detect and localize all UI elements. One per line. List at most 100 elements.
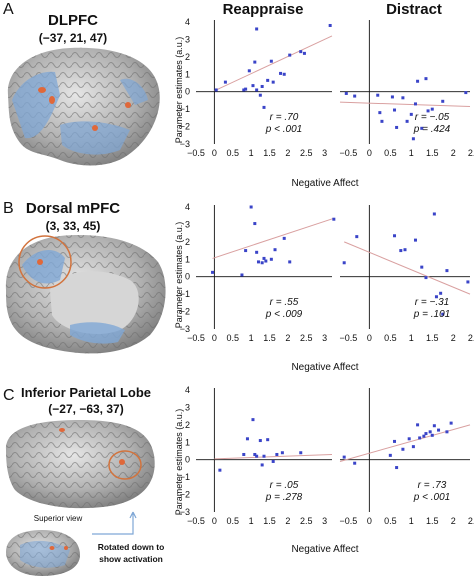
superior-view-label: Superior view <box>34 514 83 523</box>
data-point <box>411 137 415 141</box>
x-tick-label: 2.5 <box>468 148 474 158</box>
correlation-r: r = .73 <box>418 480 447 491</box>
data-point <box>256 260 260 264</box>
x-tick-label: 0.5 <box>384 333 397 343</box>
regression-line <box>214 35 333 92</box>
x-axis-label: Negative Affect <box>291 544 358 555</box>
panel-letter: B <box>3 200 14 217</box>
correlation-r: r = .05 <box>270 480 299 491</box>
data-point <box>430 107 434 111</box>
data-point <box>299 451 303 455</box>
data-point <box>342 455 346 459</box>
data-point <box>413 102 417 106</box>
data-point <box>416 423 420 427</box>
data-point <box>223 80 227 84</box>
panel-b: B Dorsal mPFC (3, 33, 45) Parameter esti… <box>3 200 359 373</box>
data-point <box>393 439 397 443</box>
x-tick-label: 0 <box>367 148 372 158</box>
data-point <box>260 261 264 265</box>
data-point <box>269 59 273 63</box>
data-point <box>420 265 424 269</box>
data-point <box>409 112 413 116</box>
brain-superior-image <box>5 420 155 509</box>
regression-line <box>212 217 334 259</box>
y-tick-label: −2 <box>180 307 190 317</box>
y-tick-label: 1 <box>185 254 190 264</box>
x-tick-label: 2.5 <box>300 516 313 526</box>
data-point <box>432 424 436 428</box>
data-point <box>466 280 470 284</box>
data-point <box>413 238 417 242</box>
data-point <box>262 454 266 458</box>
data-point <box>255 250 259 254</box>
x-tick-label: 2 <box>451 148 456 158</box>
data-point <box>244 249 248 253</box>
data-point <box>464 91 468 95</box>
y-tick-label: 4 <box>185 17 190 27</box>
region-coords: (−37, 21, 47) <box>39 31 107 45</box>
data-point <box>249 205 253 209</box>
rotation-arrow <box>92 511 137 535</box>
panel-letter: C <box>3 387 15 404</box>
data-point <box>342 261 346 265</box>
region-title: Inferior Parietal Lobe <box>21 385 151 400</box>
data-point <box>353 461 357 465</box>
data-point <box>302 51 306 55</box>
correlation-p: p = .278 <box>265 492 303 503</box>
y-tick-label: −1 <box>180 289 190 299</box>
data-point <box>401 447 405 451</box>
data-point <box>432 212 436 216</box>
x-tick-label: 0.5 <box>226 148 239 158</box>
data-point <box>258 439 262 443</box>
scatter-b-distract: −0.5 0 0.5 1 1.5 2 2.5 r = −.31p = .101 <box>339 205 474 343</box>
data-point <box>269 257 273 261</box>
data-point <box>264 259 268 263</box>
data-point <box>439 291 443 295</box>
data-point <box>240 273 244 277</box>
data-point <box>420 126 424 130</box>
rotated-note-line2: show activation <box>99 554 163 564</box>
y-tick-label: 2 <box>185 52 190 62</box>
data-point <box>428 430 432 434</box>
data-point <box>390 95 394 99</box>
x-tick-label: 1.5 <box>263 333 276 343</box>
data-point <box>271 459 275 463</box>
x-tick-label: −0.5 <box>187 148 205 158</box>
data-point <box>380 119 384 123</box>
data-point <box>218 468 222 472</box>
x-tick-label: 1 <box>409 148 414 158</box>
correlation-r: r = .70 <box>270 112 299 123</box>
correlation-p: p = .424 <box>413 124 451 135</box>
y-tick-label: 0 <box>185 455 190 465</box>
x-tick-label: 2.5 <box>300 148 313 158</box>
correlation-p: p < .001 <box>413 492 450 503</box>
data-point <box>299 50 303 54</box>
data-point <box>437 428 441 432</box>
data-point <box>378 111 382 115</box>
correlation-p: p < .009 <box>265 309 303 320</box>
data-point <box>401 96 405 100</box>
regression-line <box>339 101 471 108</box>
x-tick-label: 2 <box>451 333 456 343</box>
panel-c: C Inferior Parietal Lobe (−27, −63, 37) … <box>3 385 359 576</box>
data-point <box>273 248 277 252</box>
data-point <box>253 60 257 64</box>
data-point <box>275 452 279 456</box>
x-tick-label: 1.5 <box>426 333 439 343</box>
data-point <box>242 88 246 92</box>
data-point <box>328 23 332 27</box>
rotated-note-line1: Rotated down to <box>98 542 165 552</box>
x-tick-label: 0.5 <box>226 333 239 343</box>
data-point <box>441 99 445 103</box>
x-tick-label: 1.5 <box>426 516 439 526</box>
x-tick-label: −0.5 <box>339 516 357 526</box>
y-tick-label: 4 <box>185 385 190 395</box>
data-point <box>245 437 249 441</box>
scatter-a-reappraise: 4 3 2 1 0 −1 −2 −3−0.5 0 0.5 1 1.5 2 2.5 3 r = .70p < .… <box>180 17 333 158</box>
correlation-p: p = .101 <box>413 309 450 320</box>
x-tick-label: 2.5 <box>300 333 313 343</box>
x-tick-label: 1 <box>409 333 414 343</box>
x-tick-label: 1 <box>409 516 414 526</box>
x-axis-label: Negative Affect <box>291 362 358 373</box>
